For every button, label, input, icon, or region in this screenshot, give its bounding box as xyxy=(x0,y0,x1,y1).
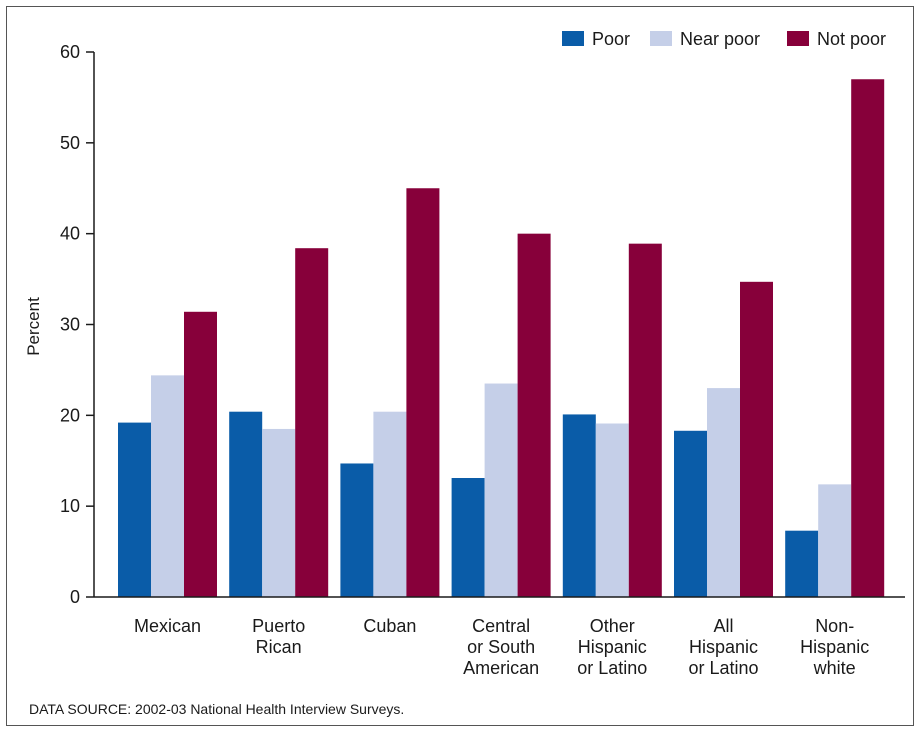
category-label-line: Hispanic xyxy=(689,637,758,657)
y-tick-label: 0 xyxy=(70,587,80,607)
category-label-line: or Latino xyxy=(688,658,758,678)
bar-near-poor xyxy=(707,388,740,597)
category-label: All Hispanic or Latino xyxy=(688,616,758,678)
y-tick-label: 60 xyxy=(60,42,80,62)
category-label: Cuban xyxy=(363,616,416,636)
bar-near-poor xyxy=(818,484,852,597)
bar-poor xyxy=(229,411,263,597)
y-tick-label: 20 xyxy=(60,405,80,425)
category-label-line: All xyxy=(713,616,733,636)
category-label-line: white xyxy=(813,658,856,678)
category-label-line: Hispanic xyxy=(578,637,647,657)
legend-swatch-near-poor xyxy=(650,31,672,46)
category-label: Non-Hispanic white xyxy=(800,616,869,678)
bar-not-poor xyxy=(295,248,329,597)
bar-near-poor xyxy=(373,411,407,597)
category-label-line: Rican xyxy=(256,637,302,657)
legend-label: Not poor xyxy=(817,29,886,49)
category-label-line: Cuban xyxy=(363,616,416,636)
category-label-line: Central xyxy=(472,616,530,636)
bar-poor xyxy=(674,430,707,597)
category-label-line: Hispanic xyxy=(800,637,869,657)
y-axis-title: Percent xyxy=(24,297,43,356)
category-label: Mexican xyxy=(134,616,201,636)
y-tick-label: 30 xyxy=(60,315,80,335)
bar-not-poor xyxy=(406,188,440,597)
category-label-line: American xyxy=(463,658,539,678)
y-tick-label: 40 xyxy=(60,224,80,244)
category-label: Other Hispanic or Latino xyxy=(577,616,647,678)
bar-near-poor xyxy=(262,428,296,597)
category-label-line: Mexican xyxy=(134,616,201,636)
bar-poor xyxy=(340,463,374,597)
category-label-line: Other xyxy=(590,616,635,636)
category-label-line: Puerto xyxy=(252,616,305,636)
y-tick-label: 10 xyxy=(60,496,80,516)
bar-poor xyxy=(785,530,819,597)
bar-not-poor xyxy=(628,243,662,598)
chart-frame: Percent 0 10 20 30 40 50 60 Mexican Puerto Rican Cu… xyxy=(6,6,914,726)
bar-not-poor xyxy=(740,281,773,597)
bar-poor xyxy=(562,414,596,597)
bar-poor xyxy=(118,422,151,597)
legend-swatch-poor xyxy=(562,31,584,46)
category-label-line: or Latino xyxy=(577,658,647,678)
y-tick-label: 50 xyxy=(60,133,80,153)
bar-chart: Percent 0 10 20 30 40 50 60 Mexican Puerto Rican Cu… xyxy=(24,29,905,678)
data-source-note: DATA SOURCE: 2002-03 National Health Int… xyxy=(29,701,405,717)
bar-near-poor xyxy=(595,423,629,597)
legend-swatch-not-poor xyxy=(787,31,809,46)
legend-label: Poor xyxy=(592,29,630,49)
bar-not-poor xyxy=(184,311,217,597)
bar-not-poor xyxy=(851,79,885,597)
bar-not-poor xyxy=(517,233,551,597)
legend-label: Near poor xyxy=(680,29,760,49)
category-label: Puerto Rican xyxy=(252,616,305,657)
category-label: Central or South American xyxy=(463,616,539,678)
bar-near-poor xyxy=(484,383,518,597)
category-label-line: Non- xyxy=(815,616,854,636)
category-label-line: or South xyxy=(467,637,535,657)
bar-poor xyxy=(451,478,485,597)
bar-near-poor xyxy=(151,375,184,597)
